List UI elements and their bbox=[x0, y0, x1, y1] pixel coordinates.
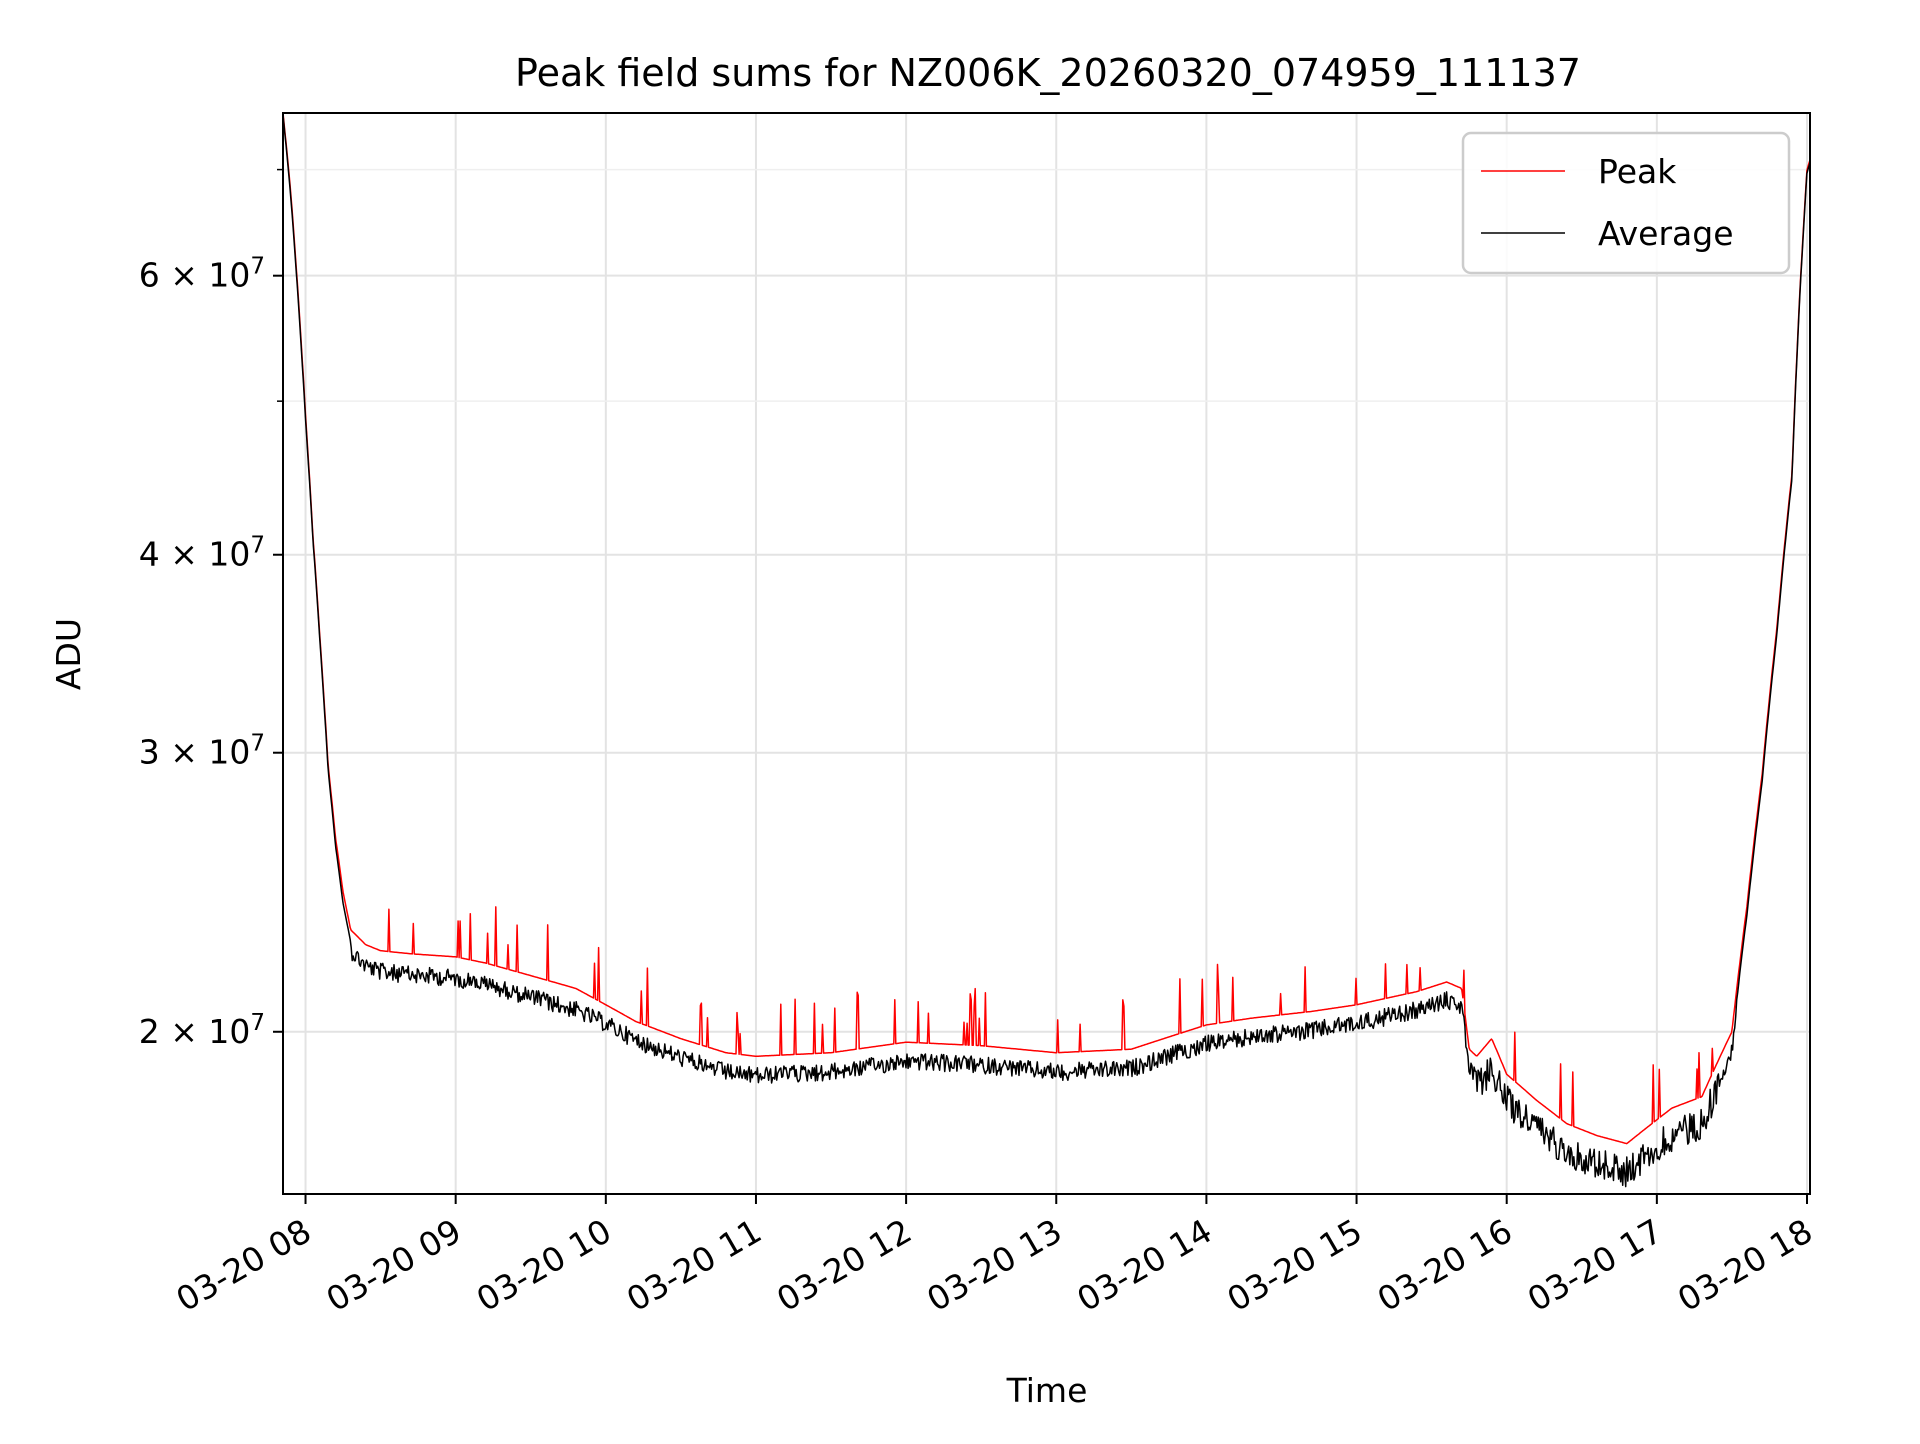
x-axis-label: Time bbox=[1006, 1371, 1088, 1410]
y-tick-label: 6 × 107 bbox=[139, 254, 265, 295]
legend-frame bbox=[1461, 131, 1791, 275]
series-layer bbox=[282, 112, 1811, 1188]
legend-label-average: Average bbox=[1598, 214, 1734, 253]
series-line-average bbox=[282, 114, 1811, 1188]
series-line-peak bbox=[282, 112, 1811, 1145]
grid-layer bbox=[283, 113, 1810, 1194]
legend: Peak Average bbox=[1461, 131, 1791, 275]
y-tick-label: 3 × 107 bbox=[139, 731, 265, 772]
chart-title: Peak field sums for NZ006K_20260320_0749… bbox=[515, 51, 1581, 95]
y-axis-label: ADU bbox=[49, 618, 88, 690]
y-tick-label: 2 × 107 bbox=[139, 1010, 265, 1051]
y-tick-label: 4 × 107 bbox=[139, 533, 265, 574]
plot-frame bbox=[282, 112, 1811, 1195]
legend-label-peak: Peak bbox=[1598, 152, 1677, 191]
